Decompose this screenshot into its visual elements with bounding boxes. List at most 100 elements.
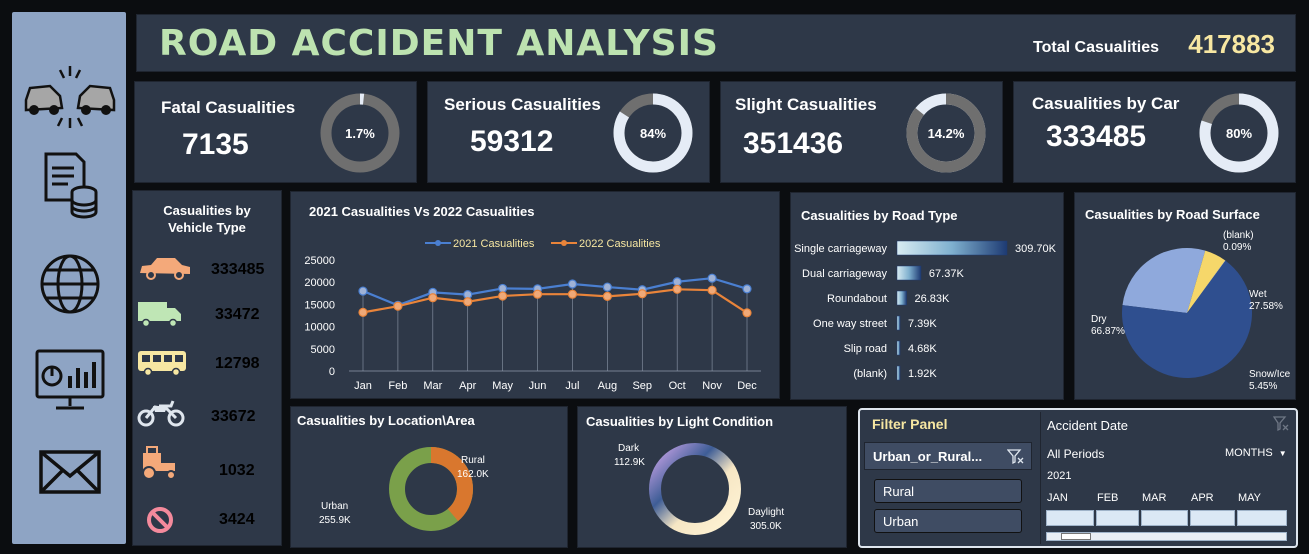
filter-option-urban[interactable]: Urban: [874, 509, 1022, 533]
month-cell[interactable]: [1237, 510, 1287, 526]
month-label: APR: [1191, 492, 1214, 504]
granularity-value: MONTHS: [1225, 447, 1273, 459]
clear-filter-icon[interactable]: [1007, 449, 1025, 465]
vehicle-value: 333485: [211, 261, 265, 278]
tractor-icon: [142, 446, 176, 480]
van-icon: [138, 302, 181, 327]
data-point: [532, 289, 543, 299]
kpi-ring-arc: [320, 93, 400, 173]
data-point: [672, 277, 682, 287]
sidebar: [12, 12, 126, 544]
donut-label-name: Rural: [461, 455, 485, 466]
line-chart-card: 2021 Casualities Vs 2022 Casualities 202…: [290, 191, 780, 399]
data-point: [358, 286, 368, 296]
data-point: [707, 285, 717, 295]
vehicle-value: 12798: [215, 355, 260, 372]
light-condition-card: Casualities by Light Condition Dark 112.9…: [577, 406, 847, 548]
x-tick-label: Aug: [598, 380, 618, 392]
vehicle-value: 33472: [215, 306, 260, 323]
legend-marker: [561, 240, 567, 246]
total-casualities-value: 417883: [1188, 29, 1275, 59]
scrollbar-thumb[interactable]: [1061, 533, 1091, 540]
kpi-ring: 80%: [1199, 93, 1279, 173]
data-point: [463, 297, 473, 307]
page-title: ROAD ACCIDENT ANALYSIS: [159, 23, 719, 64]
kpi-value: 59312: [470, 125, 554, 158]
chart-title: Casualities by Road Type: [801, 208, 958, 223]
date-timeline: Accident Date All Periods MONTHS ▼ 2021 …: [1040, 412, 1292, 544]
bar-value-label: 309.70K: [1015, 243, 1057, 255]
donut-label-name: Daylight: [748, 507, 784, 518]
month-label: FEB: [1097, 492, 1119, 504]
x-tick-label: Jun: [529, 380, 547, 392]
kpi-ring-arc: [1199, 93, 1279, 173]
month-cell[interactable]: [1046, 510, 1094, 526]
month-cell[interactable]: [1096, 510, 1139, 526]
donut-label-name: Urban: [321, 501, 348, 512]
bus-icon: [138, 351, 186, 377]
kpi-ring: 84%: [613, 93, 693, 173]
vehicle-type-card: Casualities by Vehicle Type 333485 33472…: [132, 190, 282, 546]
kpi-card-slight: Slight Casualities 351436 14.2%: [720, 81, 1003, 183]
filter-option-rural[interactable]: Rural: [874, 479, 1022, 503]
bar: [896, 265, 922, 281]
slicer-header[interactable]: Urban_or_Rural...: [864, 442, 1032, 470]
document-database-icon[interactable]: [40, 150, 100, 220]
timeline-scrollbar[interactable]: [1046, 532, 1287, 541]
road-type-card: Casualities by Road Type Single carriage…: [790, 192, 1064, 400]
motorcycle-icon: [137, 400, 185, 427]
date-title: Accident Date: [1047, 418, 1128, 433]
road-type-chart: Single carriageway 309.70K Dual carriagewa…: [794, 240, 1057, 381]
slicer-header-label: Urban_or_Rural...: [873, 449, 983, 464]
bar-value-label: 67.37K: [929, 268, 965, 280]
series-line: [362, 277, 748, 307]
no-entry-icon: [147, 507, 173, 533]
pie-label-pct: 5.45%: [1249, 381, 1277, 392]
granularity-select[interactable]: MONTHS ▼: [1225, 447, 1287, 459]
chart-title: Casualities by Light Condition: [586, 414, 774, 429]
kpi-value: 333485: [1046, 120, 1147, 153]
y-tick-label: 20000: [304, 277, 335, 289]
legend-marker: [435, 240, 441, 246]
x-tick-label: Dec: [737, 380, 757, 392]
donut-label-value: 162.0K: [457, 469, 489, 480]
bar-category-label: One way street: [813, 318, 887, 330]
clear-date-filter-icon[interactable]: [1273, 416, 1289, 432]
month-cell[interactable]: [1141, 510, 1188, 526]
chart-title: Casualities by Road Surface: [1085, 207, 1260, 222]
car-crash-icon[interactable]: [20, 60, 120, 134]
location-chart: Rural 162.0K Urban 255.9K: [319, 447, 489, 531]
globe-icon[interactable]: [38, 252, 102, 316]
pie-label-pct: 27.58%: [1249, 301, 1283, 312]
pie-label-pct: 66.87%: [1091, 326, 1125, 337]
vehicle-value: 3424: [219, 511, 255, 528]
legend-label: 2021 Casualities: [453, 238, 535, 250]
vehicle-title-line2: Vehicle Type: [168, 220, 246, 235]
kpi-ring: 14.2%: [906, 93, 986, 173]
vehicle-value: 1032: [219, 462, 255, 479]
donut-label-value: 305.0K: [750, 521, 782, 532]
data-point: [672, 284, 682, 294]
month-label: JAN: [1047, 492, 1068, 504]
donut-label-name: Dark: [618, 443, 640, 454]
month-cell[interactable]: [1190, 510, 1235, 526]
filter-title: Filter Panel: [872, 416, 948, 432]
donut-ring: [649, 443, 741, 535]
kpi-title: Serious Casualities: [444, 95, 601, 114]
bar-value-label: 7.39K: [908, 318, 937, 330]
vehicle-title-line1: Casualities by: [163, 203, 251, 218]
dashboard-monitor-icon[interactable]: [34, 348, 106, 414]
bar-value-label: 4.68K: [908, 343, 937, 355]
data-point: [602, 282, 612, 292]
mail-icon[interactable]: [39, 450, 101, 494]
x-tick-label: Feb: [388, 380, 407, 392]
bar-category-label: (blank): [853, 368, 887, 380]
data-point: [707, 273, 717, 283]
kpi-title: Fatal Casualities: [161, 98, 296, 117]
pie-slice: [1122, 260, 1252, 378]
kpi-value: 351436: [743, 127, 844, 160]
pie-slice: [1187, 260, 1226, 313]
bar-value-label: 1.92K: [908, 368, 937, 380]
location-card: Casualities by Location\Area Rural 162.0K…: [290, 406, 568, 548]
kpi-card-car: Casualities by Car 333485 80%: [1013, 81, 1296, 183]
